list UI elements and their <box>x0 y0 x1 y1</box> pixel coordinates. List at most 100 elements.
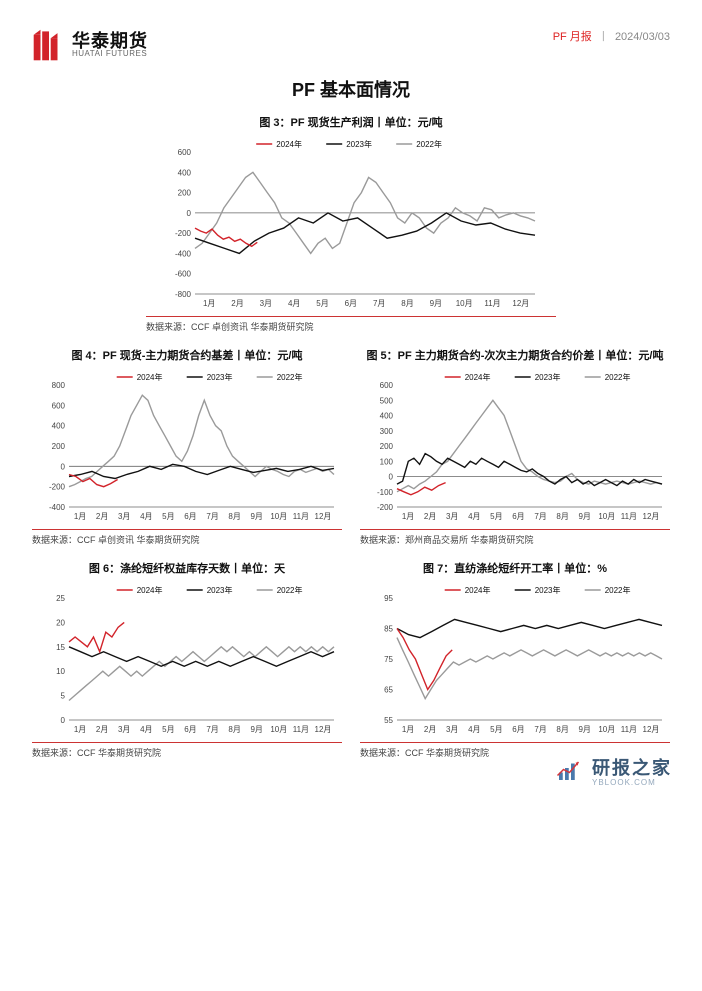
fig6-title: 图 6：涤纶短纤权益库存天数丨单位：天 <box>32 560 342 576</box>
svg-text:8月: 8月 <box>556 725 568 734</box>
svg-text:4月: 4月 <box>468 725 480 734</box>
svg-text:9月: 9月 <box>430 299 442 308</box>
svg-text:10月: 10月 <box>270 512 287 521</box>
svg-text:8月: 8月 <box>401 299 413 308</box>
watermark-icon <box>556 759 586 783</box>
svg-text:0: 0 <box>60 716 65 725</box>
fig5-block: 图 5：PF 主力期货合约-次次主力期货合约价差丨单位：元/吨 -200-100… <box>360 347 670 560</box>
svg-text:-400: -400 <box>175 249 192 258</box>
svg-text:0: 0 <box>187 209 192 218</box>
svg-text:6月: 6月 <box>184 512 196 521</box>
svg-text:3月: 3月 <box>117 725 129 734</box>
svg-text:9月: 9月 <box>578 725 590 734</box>
row-6-7: 图 6：涤纶短纤权益库存天数丨单位：天 05101520251月2月3月4月5月… <box>32 560 670 773</box>
report-type: PF 月报 <box>553 31 592 43</box>
logo-text-cn: 华泰期货 <box>72 32 148 50</box>
svg-text:1月: 1月 <box>203 299 215 308</box>
svg-text:2023年: 2023年 <box>346 139 372 149</box>
svg-text:0: 0 <box>60 462 65 471</box>
row-4-5: 图 4：PF 现货-主力期货合约基差丨单位：元/吨 -400-200020040… <box>32 347 670 560</box>
svg-text:5月: 5月 <box>490 512 502 521</box>
svg-text:3月: 3月 <box>117 512 129 521</box>
svg-text:-200: -200 <box>175 229 192 238</box>
svg-text:9月: 9月 <box>250 512 262 521</box>
main-title: PF 基本面情况 <box>32 76 670 102</box>
svg-text:5月: 5月 <box>162 512 174 521</box>
svg-text:12月: 12月 <box>642 512 659 521</box>
svg-text:15: 15 <box>56 643 65 652</box>
svg-text:12月: 12月 <box>512 299 529 308</box>
svg-text:2023年: 2023年 <box>534 585 560 595</box>
svg-text:-200: -200 <box>376 503 393 512</box>
svg-text:300: 300 <box>379 427 393 436</box>
svg-text:2月: 2月 <box>95 725 107 734</box>
svg-text:6月: 6月 <box>345 299 357 308</box>
svg-text:400: 400 <box>379 412 393 421</box>
svg-text:6月: 6月 <box>512 512 524 521</box>
fig7-title: 图 7：直纺涤纶短纤开工率丨单位：% <box>360 560 670 576</box>
svg-text:12月: 12月 <box>642 725 659 734</box>
svg-text:-600: -600 <box>175 270 192 279</box>
svg-text:4月: 4月 <box>468 512 480 521</box>
svg-text:100: 100 <box>379 457 393 466</box>
svg-text:4月: 4月 <box>140 512 152 521</box>
svg-text:11月: 11月 <box>292 725 308 734</box>
svg-text:2024年: 2024年 <box>136 585 162 595</box>
svg-text:2022年: 2022年 <box>604 585 630 595</box>
fig7-chart: 55657585951月2月3月4月5月6月7月8月9月10月11月12月202… <box>363 580 668 740</box>
report-date: 2024/03/03 <box>615 31 670 43</box>
fig4-title: 图 4：PF 现货-主力期货合约基差丨单位：元/吨 <box>32 347 342 363</box>
svg-text:2月: 2月 <box>423 725 435 734</box>
svg-text:11月: 11月 <box>292 512 308 521</box>
svg-text:12月: 12月 <box>314 725 331 734</box>
svg-text:7月: 7月 <box>534 512 546 521</box>
svg-text:500: 500 <box>379 396 393 405</box>
svg-text:5月: 5月 <box>490 725 502 734</box>
svg-text:800: 800 <box>51 381 65 390</box>
report-page: 华泰期货 HUATAI FUTURES PF 月报 丨 2024/03/03 P… <box>0 0 702 793</box>
fig3-block: 图 3：PF 现货生产利润丨单位：元/吨 -800-600-400-200020… <box>146 114 556 333</box>
watermark-cn: 研报之家 <box>592 754 672 780</box>
svg-text:85: 85 <box>384 625 393 634</box>
svg-text:5月: 5月 <box>162 725 174 734</box>
svg-text:6月: 6月 <box>512 725 524 734</box>
huatai-logo-icon <box>32 28 66 62</box>
svg-text:2023年: 2023年 <box>206 372 232 382</box>
svg-text:2024年: 2024年 <box>276 139 302 149</box>
svg-text:1月: 1月 <box>73 512 85 521</box>
svg-text:2022年: 2022年 <box>604 372 630 382</box>
svg-text:4月: 4月 <box>140 725 152 734</box>
page-header: 华泰期货 HUATAI FUTURES PF 月报 丨 2024/03/03 <box>32 28 670 62</box>
svg-text:8月: 8月 <box>228 725 240 734</box>
svg-text:400: 400 <box>51 422 65 431</box>
svg-text:600: 600 <box>178 148 192 157</box>
header-right: PF 月报 丨 2024/03/03 <box>553 28 670 44</box>
fig3-title: 图 3：PF 现货生产利润丨单位：元/吨 <box>146 114 556 130</box>
svg-text:8月: 8月 <box>556 512 568 521</box>
svg-text:0: 0 <box>388 473 393 482</box>
svg-text:1月: 1月 <box>73 725 85 734</box>
svg-text:2月: 2月 <box>423 512 435 521</box>
svg-text:600: 600 <box>51 401 65 410</box>
svg-text:3月: 3月 <box>445 725 457 734</box>
svg-text:11月: 11月 <box>484 299 500 308</box>
fig4-source: 数据来源：CCF 卓创资讯 华泰期货研究院 <box>32 529 342 546</box>
svg-text:7月: 7月 <box>534 725 546 734</box>
fig5-chart: -200-10001002003004005006001月2月3月4月5月6月7… <box>363 367 668 527</box>
svg-text:7月: 7月 <box>373 299 385 308</box>
svg-text:25: 25 <box>56 594 65 603</box>
svg-text:9月: 9月 <box>250 725 262 734</box>
svg-text:7月: 7月 <box>206 725 218 734</box>
svg-text:4月: 4月 <box>288 299 300 308</box>
svg-text:2022年: 2022年 <box>276 585 302 595</box>
svg-text:-100: -100 <box>376 488 393 497</box>
fig6-block: 图 6：涤纶短纤权益库存天数丨单位：天 05101520251月2月3月4月5月… <box>32 560 342 773</box>
fig4-chart: -400-20002004006008001月2月3月4月5月6月7月8月9月1… <box>35 367 340 527</box>
svg-text:65: 65 <box>384 686 393 695</box>
svg-text:11月: 11月 <box>620 512 636 521</box>
svg-text:10月: 10月 <box>270 725 287 734</box>
svg-text:9月: 9月 <box>578 512 590 521</box>
header-sep: 丨 <box>598 31 609 43</box>
svg-text:55: 55 <box>384 716 393 725</box>
svg-text:11月: 11月 <box>620 725 636 734</box>
